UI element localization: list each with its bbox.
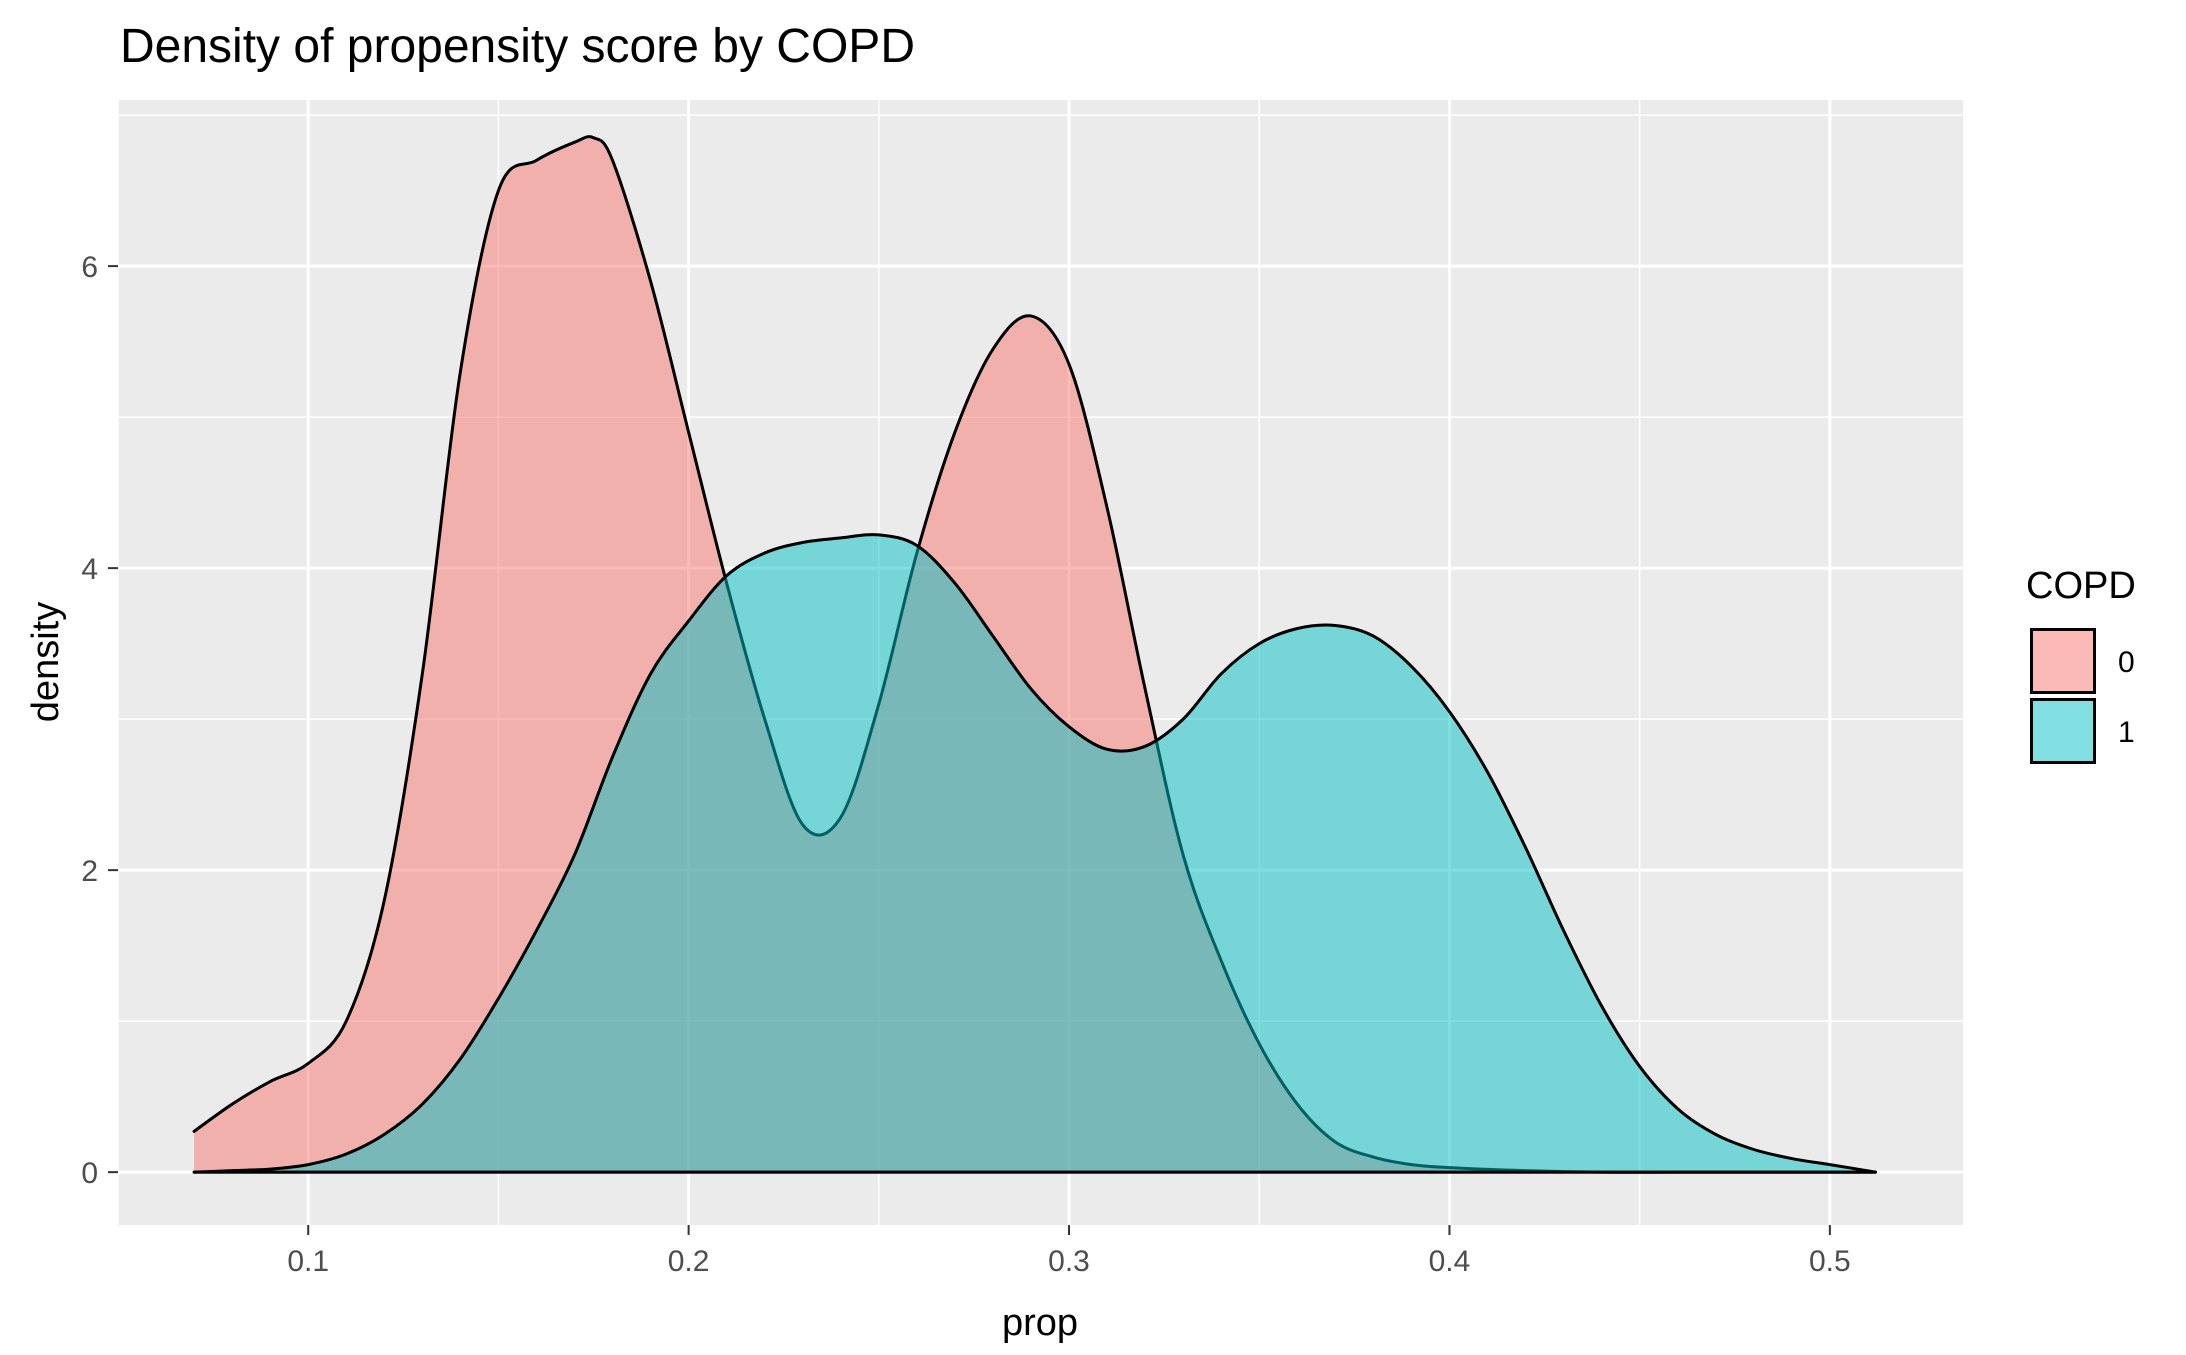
density-line-copd-1 (192, 533, 1878, 1174)
y-tick-label: 0 (81, 1157, 98, 1190)
legend-label-copd-0: 0 (2118, 646, 2135, 679)
legend-label-copd-1: 1 (2118, 716, 2135, 749)
chart-title: Density of propensity score by COPD (120, 20, 915, 73)
y-axis-title: density (25, 602, 67, 722)
y-tick-label: 2 (81, 855, 98, 888)
x-tick-label: 0.5 (1809, 1245, 1851, 1278)
x-axis-ticks: 0.1 0.2 0.3 0.4 0.5 (287, 1225, 1851, 1278)
density-area-copd-1 (194, 534, 1876, 1173)
legend-title: COPD (2026, 565, 2136, 607)
series-layer (192, 135, 1878, 1174)
x-axis-title: prop (1002, 1302, 1078, 1344)
x-tick-label: 0.2 (668, 1245, 710, 1278)
y-tick-label: 6 (81, 251, 98, 284)
y-tick-label: 4 (81, 553, 98, 586)
x-tick-label: 0.3 (1048, 1245, 1090, 1278)
x-tick-label: 0.1 (287, 1245, 329, 1278)
x-tick-label: 0.4 (1429, 1245, 1471, 1278)
legend-key-copd-1 (2030, 698, 2096, 764)
legend-items: 01 (2030, 628, 2135, 764)
y-axis-ticks: 0 2 4 6 (81, 251, 118, 1190)
legend: COPD 01 (2026, 565, 2136, 764)
legend-key-copd-0 (2030, 628, 2096, 694)
